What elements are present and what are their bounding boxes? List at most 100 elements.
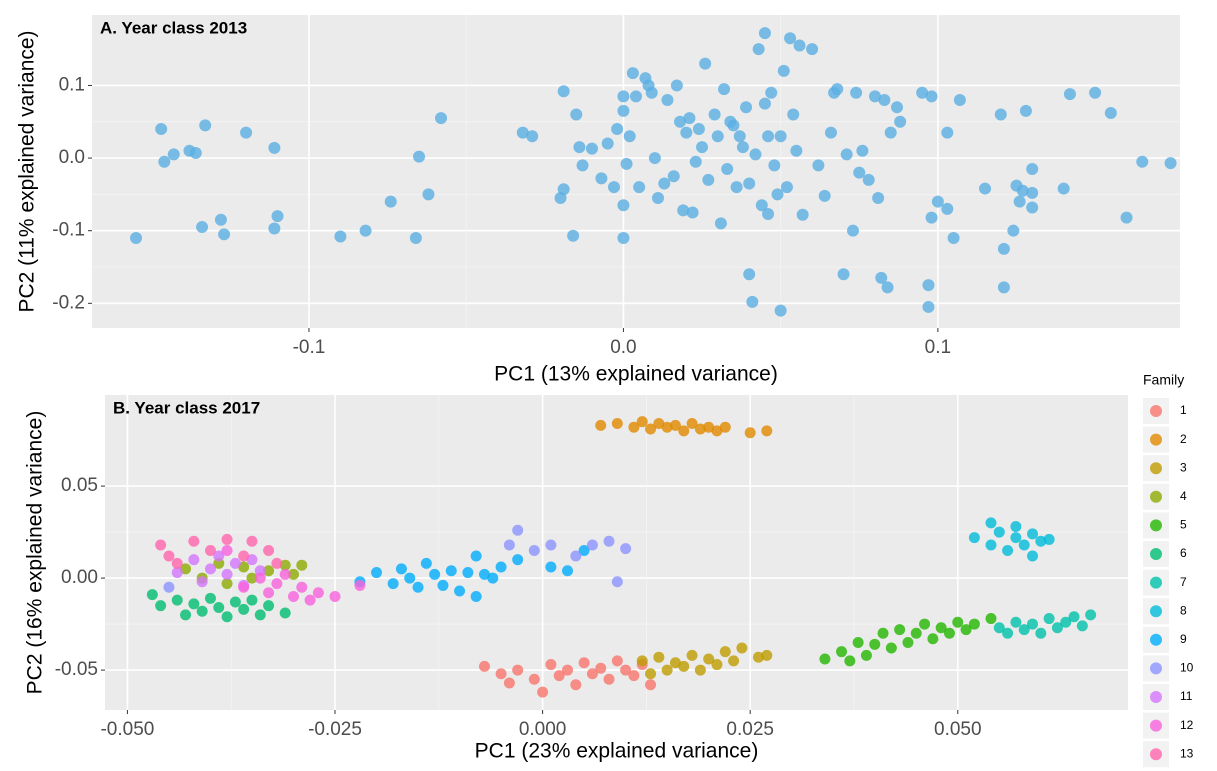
point bbox=[214, 213, 227, 226]
point bbox=[743, 177, 756, 190]
point bbox=[694, 664, 706, 676]
y-tick-label: -0.1 bbox=[52, 220, 85, 241]
point bbox=[630, 90, 642, 103]
point bbox=[229, 596, 241, 608]
legend-swatch bbox=[1150, 719, 1162, 732]
point bbox=[696, 141, 709, 154]
point bbox=[850, 86, 863, 99]
point bbox=[1027, 528, 1039, 540]
point bbox=[1164, 157, 1177, 170]
point bbox=[633, 181, 646, 194]
point bbox=[669, 419, 681, 431]
point bbox=[868, 90, 881, 103]
legend-label: 3 bbox=[1180, 460, 1187, 474]
point bbox=[652, 192, 665, 205]
x-tick-label: -0.025 bbox=[308, 719, 362, 740]
point bbox=[371, 567, 383, 579]
point bbox=[218, 228, 231, 241]
point bbox=[787, 108, 800, 121]
legend-swatch bbox=[1150, 576, 1162, 589]
point bbox=[1010, 532, 1022, 544]
x-axis-title: PC1 (23% explained variance) bbox=[475, 740, 759, 763]
point bbox=[240, 126, 253, 139]
point bbox=[985, 613, 997, 625]
point bbox=[246, 535, 258, 547]
point bbox=[263, 587, 275, 599]
point bbox=[985, 517, 997, 529]
point bbox=[1027, 618, 1039, 630]
point bbox=[158, 155, 171, 168]
point bbox=[412, 581, 424, 593]
point bbox=[968, 532, 980, 544]
point bbox=[487, 572, 499, 584]
point bbox=[422, 188, 435, 201]
point bbox=[196, 605, 208, 617]
legend-label: 12 bbox=[1180, 718, 1194, 732]
point bbox=[1063, 88, 1076, 101]
point bbox=[570, 108, 583, 121]
point bbox=[495, 561, 507, 573]
point bbox=[844, 655, 856, 667]
point bbox=[740, 101, 753, 114]
point bbox=[784, 32, 797, 45]
point bbox=[576, 159, 589, 172]
legend-title: Family bbox=[1143, 372, 1184, 388]
point bbox=[1051, 622, 1063, 634]
point bbox=[204, 544, 216, 556]
point bbox=[171, 594, 183, 606]
point bbox=[204, 563, 216, 575]
point bbox=[578, 657, 590, 669]
legend-label: 9 bbox=[1180, 632, 1187, 646]
point bbox=[296, 559, 308, 571]
point bbox=[916, 86, 929, 99]
point bbox=[204, 592, 216, 604]
point bbox=[953, 93, 966, 106]
point bbox=[1018, 624, 1030, 636]
point bbox=[1002, 627, 1014, 639]
point bbox=[935, 622, 947, 634]
point bbox=[409, 231, 422, 244]
point bbox=[733, 130, 746, 143]
point bbox=[678, 660, 690, 672]
point bbox=[155, 123, 168, 136]
point bbox=[626, 67, 639, 80]
point bbox=[755, 199, 768, 212]
point bbox=[395, 563, 407, 575]
point bbox=[263, 565, 275, 577]
y-tick-label: 0.05 bbox=[61, 475, 98, 496]
point bbox=[573, 141, 586, 154]
point bbox=[429, 568, 441, 580]
point bbox=[774, 304, 787, 317]
point bbox=[557, 85, 570, 98]
legend-label: 2 bbox=[1180, 432, 1187, 446]
point bbox=[562, 565, 574, 577]
point bbox=[653, 418, 665, 430]
point bbox=[528, 544, 540, 556]
point bbox=[516, 126, 529, 139]
point bbox=[254, 609, 266, 621]
point bbox=[617, 104, 630, 117]
point bbox=[1018, 539, 1030, 551]
legend-label: 11 bbox=[1180, 689, 1193, 703]
point bbox=[872, 192, 885, 205]
point bbox=[296, 581, 308, 593]
point bbox=[852, 636, 864, 648]
point bbox=[1104, 107, 1117, 120]
point bbox=[213, 602, 225, 614]
point bbox=[221, 544, 233, 556]
point bbox=[1060, 616, 1072, 628]
point bbox=[1026, 162, 1039, 175]
point bbox=[503, 539, 515, 551]
point bbox=[1026, 186, 1039, 199]
point bbox=[526, 130, 539, 143]
point bbox=[890, 101, 903, 114]
point bbox=[674, 115, 687, 128]
point bbox=[761, 649, 773, 661]
point bbox=[1013, 195, 1026, 208]
point bbox=[677, 204, 690, 217]
point bbox=[658, 177, 671, 190]
point bbox=[595, 419, 607, 431]
point bbox=[623, 130, 636, 143]
point bbox=[818, 189, 831, 202]
